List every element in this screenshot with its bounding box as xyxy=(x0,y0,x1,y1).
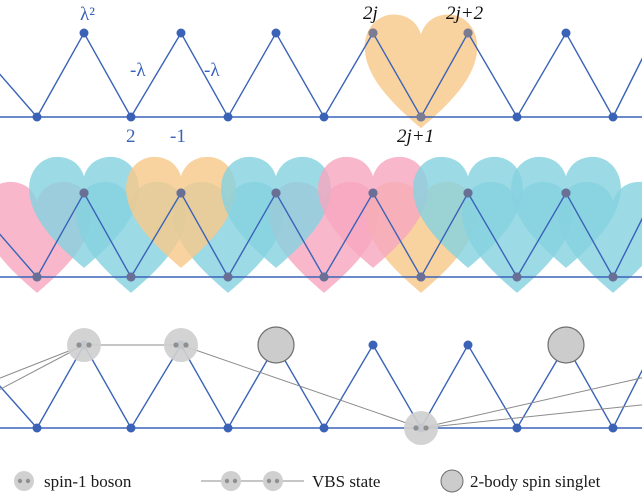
top-top-node xyxy=(271,28,281,38)
vbs-lines xyxy=(0,344,642,429)
boson-dot xyxy=(86,342,92,348)
middle-lattice xyxy=(0,188,642,282)
boson-dot xyxy=(423,425,429,431)
spin-1-boson xyxy=(404,411,438,445)
top-bottom-node xyxy=(126,112,136,122)
tinted-node xyxy=(416,272,426,282)
label-site-2j-plus-1: 2j+1 xyxy=(397,126,434,147)
legend-boson-label: spin-1 boson xyxy=(44,472,132,491)
boson-dot xyxy=(413,425,419,431)
bot-top-node xyxy=(463,340,473,350)
label-two: 2 xyxy=(126,126,136,147)
top-heart-layer xyxy=(364,14,478,129)
highlight-node xyxy=(368,28,378,38)
legend-singlet-icon xyxy=(440,469,464,493)
legend-boson-icon xyxy=(14,471,34,491)
bot-bottom-node xyxy=(608,423,618,433)
tinted-node xyxy=(319,272,329,282)
bot-bottom-node xyxy=(512,423,522,433)
tinted-node xyxy=(368,188,378,198)
vbs-bond xyxy=(420,404,642,429)
tinted-node xyxy=(561,188,571,198)
boson-dot xyxy=(183,342,189,348)
spin-1-boson xyxy=(67,328,101,362)
top-zigzag xyxy=(0,31,642,119)
heart-cyan xyxy=(558,181,642,293)
spin-singlet xyxy=(547,326,585,364)
heart-orange xyxy=(364,14,478,129)
highlight-node xyxy=(416,112,426,122)
tinted-node xyxy=(271,188,281,198)
top-bottom-node xyxy=(319,112,329,122)
boson-dot xyxy=(76,342,82,348)
bot-bottom-node xyxy=(126,423,136,433)
vbs-bond xyxy=(180,344,422,429)
tinted-node xyxy=(32,272,42,282)
top-bottom-node xyxy=(512,112,522,122)
tinted-node xyxy=(512,272,522,282)
bot-bottom-node xyxy=(319,423,329,433)
boson-body xyxy=(164,328,198,362)
tinted-node xyxy=(79,188,89,198)
top-bottom-node xyxy=(223,112,233,122)
label-minus-lambda-left: -λ xyxy=(130,60,146,81)
highlight-node xyxy=(463,28,473,38)
spin-1-boson xyxy=(164,328,198,362)
boson-dot xyxy=(173,342,179,348)
top-top-node xyxy=(176,28,186,38)
bot-bottom-node xyxy=(32,423,42,433)
top-bottom-node xyxy=(32,112,42,122)
boson-body xyxy=(67,328,101,362)
legend-vbs-icon xyxy=(201,471,304,491)
label-lambda-squared: λ² xyxy=(80,4,95,25)
label-minus-one: -1 xyxy=(170,126,186,147)
tinted-node xyxy=(126,272,136,282)
boson-and-singlet-layer xyxy=(67,326,585,445)
top-top-node xyxy=(561,28,571,38)
legend: spin-1 boson VBS state 2-body spin singl… xyxy=(14,469,601,493)
label-site-2j: 2j xyxy=(363,3,378,24)
bot-bottom-node xyxy=(223,423,233,433)
label-minus-lambda-right: -λ xyxy=(204,60,220,81)
tinted-node xyxy=(608,272,618,282)
spin-singlet xyxy=(257,326,295,364)
boson-body xyxy=(404,411,438,445)
legend-singlet-label: 2-body spin singlet xyxy=(470,472,601,491)
top-lattice xyxy=(0,28,642,122)
legend-vbs-label: VBS state xyxy=(312,472,380,491)
tinted-node xyxy=(463,188,473,198)
tinted-node xyxy=(176,188,186,198)
tinted-node xyxy=(223,272,233,282)
top-top-node xyxy=(79,28,89,38)
bot-top-node xyxy=(368,340,378,350)
top-bottom-node xyxy=(608,112,618,122)
label-site-2j-plus-2: 2j+2 xyxy=(446,3,484,24)
vbs-bond xyxy=(420,377,642,429)
